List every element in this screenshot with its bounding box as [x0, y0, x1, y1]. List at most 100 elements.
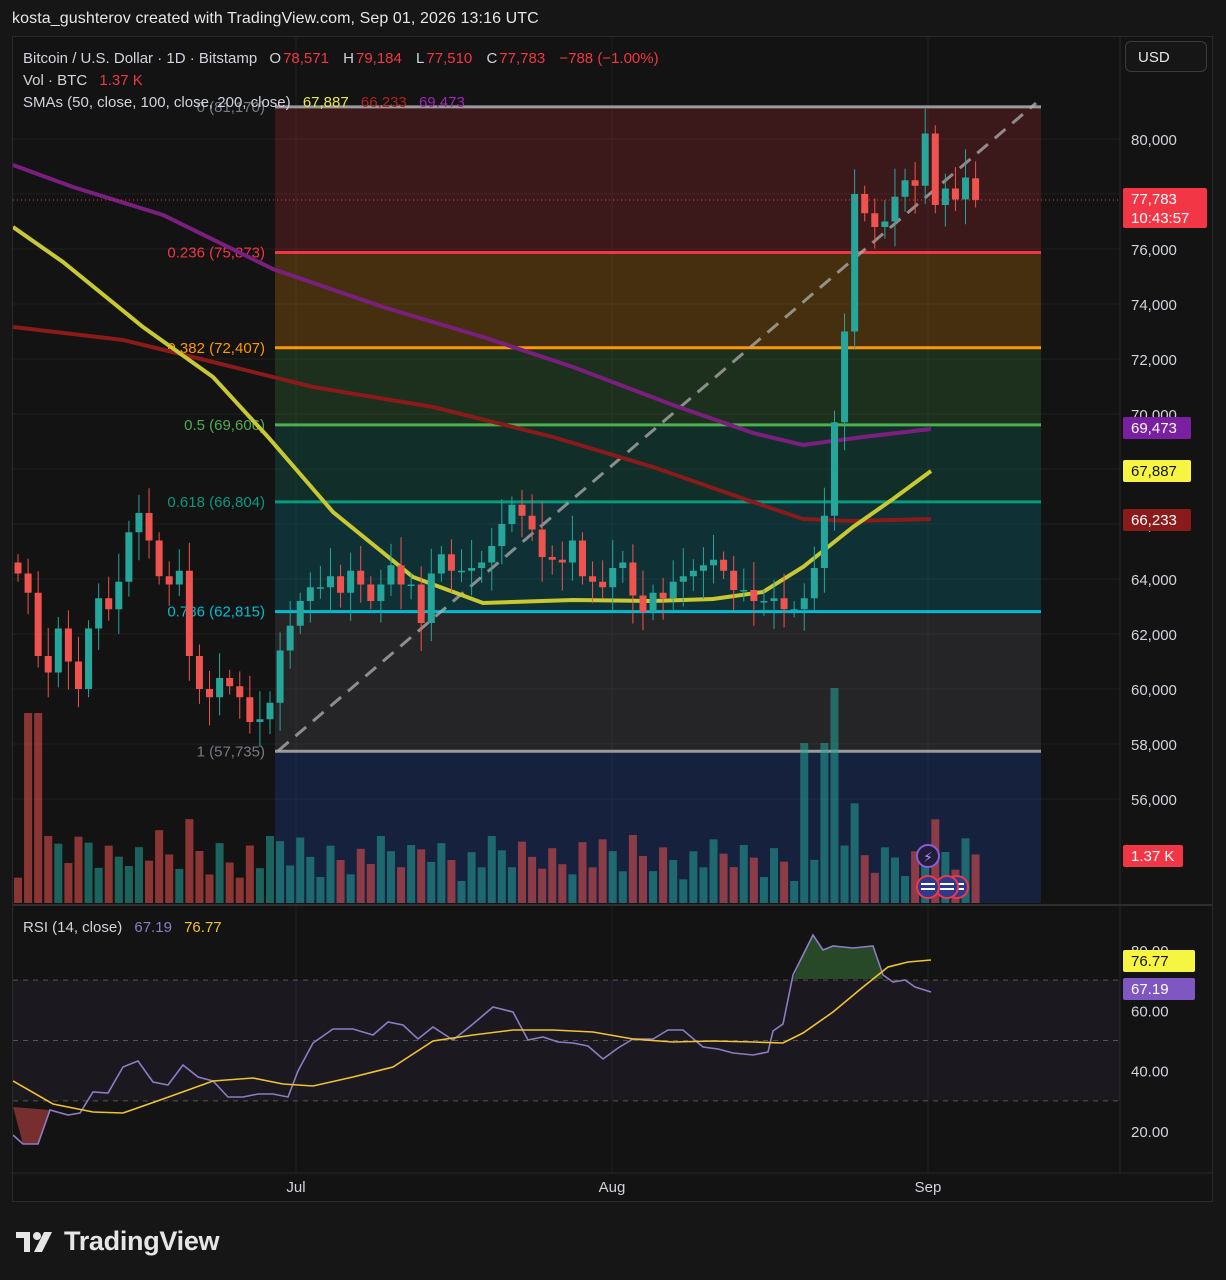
- symbol-name[interactable]: Bitcoin / U.S. Dollar · 1D · Bitstamp: [23, 50, 258, 67]
- fib-level-label: 0.382 (72,407): [167, 340, 265, 357]
- candle-body: [951, 188, 959, 200]
- volume-bar: [376, 836, 385, 903]
- volume-bar: [44, 836, 53, 903]
- rsi-ma-line: [13, 959, 932, 1114]
- candle-body: [85, 628, 93, 689]
- time-axis-tick: Aug: [599, 1179, 626, 1196]
- tradingview-wordmark: TradingView: [64, 1226, 220, 1256]
- lightning-event-icon: [916, 844, 940, 868]
- candle-body: [800, 598, 808, 610]
- volume-bar: [195, 851, 204, 903]
- candle-body: [841, 331, 849, 423]
- candle-body: [367, 584, 375, 601]
- fib-level-label: 1 (57,735): [197, 743, 265, 760]
- price-axis-tick: 58,000: [1131, 737, 1177, 754]
- volume-bar: [608, 851, 617, 903]
- chart-frame[interactable]: 0 (81,170) 0.236 (75,873) 0.382 (72,407) 0.…: [12, 36, 1213, 1202]
- lightning-event-icon: ⚡: [923, 849, 933, 865]
- candle-body: [155, 540, 163, 577]
- volume-bar: [820, 743, 829, 903]
- volume-value: 1.37 K: [99, 72, 143, 89]
- candle-body: [891, 196, 899, 222]
- rsi-ma-badge-text: 76.77: [1131, 953, 1169, 970]
- candle-body: [135, 513, 143, 533]
- candle-body: [962, 177, 970, 200]
- close-value: 77,783: [499, 50, 546, 67]
- chart-canvas[interactable]: 0 (81,170) 0.236 (75,873) 0.382 (72,407) 0.…: [13, 37, 1213, 1202]
- candle-body: [397, 565, 405, 585]
- fib-zone: [275, 347, 1041, 425]
- candle-body: [488, 546, 496, 563]
- volume-bar: [618, 871, 627, 903]
- low-label: L: [416, 50, 425, 67]
- volume-bar: [296, 837, 305, 903]
- candle-body: [972, 178, 980, 200]
- volume-bar: [699, 867, 708, 903]
- volume-bar: [467, 852, 476, 903]
- candle-body: [34, 592, 42, 656]
- volume-bar: [659, 847, 668, 903]
- volume-bar: [729, 867, 738, 903]
- candle-body: [760, 601, 768, 603]
- sma50-badge: [1123, 460, 1191, 482]
- candle-body: [458, 570, 466, 573]
- sma-label[interactable]: SMAs (50, close, 100, close, 200, close): [23, 94, 291, 111]
- candle-body: [407, 584, 415, 586]
- fib-zone: [275, 611, 1041, 752]
- candle-body: [881, 221, 889, 227]
- volume-bar: [114, 856, 123, 903]
- fib-zone: [275, 106, 1041, 253]
- candle-body: [115, 581, 123, 610]
- candle-body: [226, 678, 234, 687]
- candle-body: [44, 656, 52, 673]
- fib-level-label: 0.618 (66,804): [167, 494, 265, 511]
- candle-body: [861, 194, 869, 214]
- volume-bar: [638, 856, 647, 903]
- rsi-ma-badge: [1123, 950, 1195, 972]
- volume-bar: [14, 877, 22, 903]
- candle-body: [730, 570, 738, 590]
- sma200-line: [13, 163, 932, 448]
- last-price-badge: [1123, 188, 1207, 228]
- volume-bar: [719, 853, 728, 903]
- candle-body: [316, 587, 324, 589]
- candle-body: [427, 573, 435, 623]
- candle-body: [478, 562, 486, 568]
- candle-body: [437, 554, 445, 574]
- countdown-text: 10:43:57: [1131, 210, 1189, 227]
- volume-bar: [306, 856, 315, 903]
- volume-bar: [437, 843, 446, 903]
- low-value: 77,510: [426, 50, 473, 67]
- volume-bar: [457, 881, 466, 903]
- volume-bar: [971, 854, 980, 903]
- candle-body: [306, 587, 314, 601]
- volume-bar: [598, 839, 607, 903]
- volume-bar: [860, 855, 869, 903]
- volume-bar: [326, 845, 335, 903]
- candle-body: [498, 524, 506, 546]
- candle-body: [710, 559, 718, 566]
- candle-body: [468, 568, 476, 571]
- candle-body: [276, 650, 284, 703]
- fib-level-label: 0.5 (69,606): [184, 417, 265, 434]
- volume-label[interactable]: Vol · BTC: [23, 72, 88, 89]
- volume-bar: [205, 874, 214, 903]
- rsi-badge-text: 67.19: [1131, 981, 1169, 998]
- volume-bar: [417, 849, 426, 903]
- volume-bar: [94, 867, 103, 903]
- candle-body: [689, 570, 697, 577]
- candle-body: [941, 188, 949, 205]
- candle-body: [145, 513, 153, 541]
- candle-body: [740, 590, 748, 592]
- tradingview-logo[interactable]: TradingView: [16, 1226, 220, 1257]
- rsi-label[interactable]: RSI (14, close): [23, 919, 123, 936]
- candle-body: [24, 573, 32, 593]
- volume-bar: [911, 851, 920, 903]
- currency-button[interactable]: USD: [1125, 41, 1207, 72]
- price-axis-tick: 80,000: [1131, 132, 1177, 149]
- volume-bar: [890, 857, 899, 903]
- candle-body: [609, 568, 617, 588]
- sma200-badge-text: 69,473: [1131, 420, 1177, 437]
- candle-body: [699, 565, 707, 571]
